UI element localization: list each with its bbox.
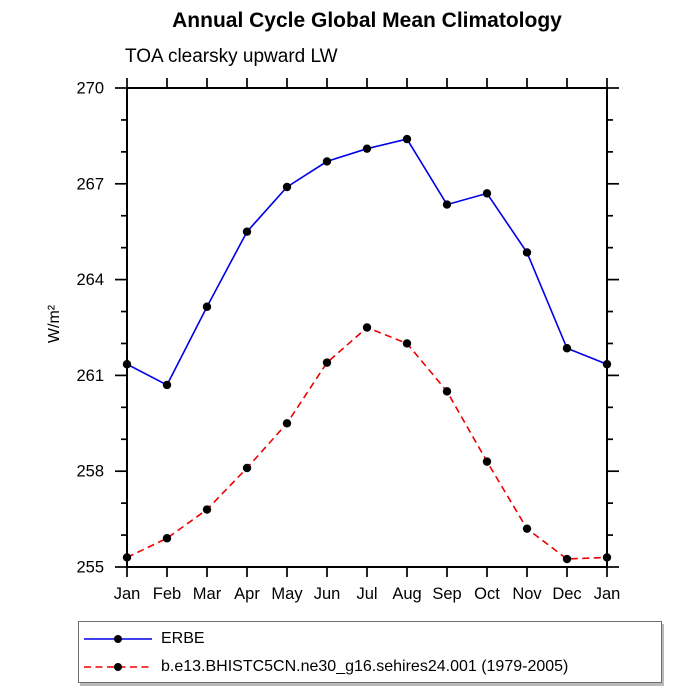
x-tick-label: Jul bbox=[356, 585, 377, 603]
legend-marker-sample bbox=[114, 635, 122, 643]
series-marker-model bbox=[562, 554, 572, 564]
x-tick-label: Jun bbox=[314, 585, 341, 603]
series-marker-erbe bbox=[522, 248, 532, 257]
series-marker-model bbox=[442, 387, 452, 396]
series-marker-model bbox=[162, 534, 172, 543]
series-marker-model bbox=[602, 553, 612, 562]
series-marker-model bbox=[482, 457, 492, 466]
y-tick-label: 264 bbox=[76, 271, 104, 289]
series-marker-erbe bbox=[362, 144, 372, 153]
legend-item-model: b.e13.BHISTC5CN.ne30_g16.sehires24.001 (… bbox=[82, 653, 661, 681]
x-tick-label: Feb bbox=[153, 585, 181, 603]
series-marker-erbe bbox=[602, 360, 612, 369]
legend-sample-erbe-line bbox=[84, 635, 152, 643]
x-tick-label: Dec bbox=[552, 585, 581, 603]
legend-item-erbe: ERBE bbox=[82, 625, 661, 653]
x-tick-label: Nov bbox=[512, 585, 542, 603]
series-marker-erbe bbox=[242, 227, 252, 236]
y-tick-label: 258 bbox=[76, 463, 104, 481]
plot-frame bbox=[126, 87, 608, 568]
series-marker-erbe bbox=[402, 134, 412, 144]
series-marker-model bbox=[122, 553, 132, 562]
series-marker-erbe bbox=[482, 189, 492, 198]
legend-label-model: b.e13.BHISTC5CN.ne30_g16.sehires24.001 (… bbox=[161, 658, 569, 675]
x-tick-label: Oct bbox=[474, 585, 500, 603]
series-marker-erbe bbox=[122, 360, 132, 369]
x-tick-label: Aug bbox=[392, 585, 421, 603]
series-line-erbe bbox=[126, 138, 608, 387]
y-tick-label: 270 bbox=[76, 80, 104, 98]
series-marker-erbe bbox=[442, 200, 452, 209]
legend-label-erbe: ERBE bbox=[161, 630, 205, 647]
series-marker-model bbox=[282, 419, 292, 428]
series-marker-model bbox=[402, 339, 412, 348]
x-tick-label: Apr bbox=[234, 585, 260, 603]
legend-box: ERBE b.e13.BHISTC5CN.ne30_g16.sehires24.… bbox=[78, 621, 662, 683]
series-marker-erbe bbox=[562, 344, 572, 353]
legend-marker-sample bbox=[114, 663, 122, 671]
series-line-model bbox=[126, 326, 608, 560]
series-marker-erbe bbox=[162, 380, 172, 390]
series-marker-model bbox=[202, 505, 212, 514]
series-marker-model bbox=[242, 463, 252, 473]
x-tick-label: Jan bbox=[594, 585, 621, 603]
series-marker-erbe bbox=[282, 182, 292, 192]
legend-sample-model-line bbox=[84, 663, 152, 671]
y-tick-label: 267 bbox=[76, 175, 104, 193]
x-tick-label: Sep bbox=[432, 585, 461, 603]
x-tick-label: Mar bbox=[193, 585, 222, 603]
y-tick-label: 261 bbox=[76, 367, 104, 385]
chart-title: Annual Cycle Global Mean Climatology bbox=[172, 9, 562, 32]
x-tick-label: Jan bbox=[114, 585, 141, 603]
x-tick-label: May bbox=[271, 585, 303, 603]
series-marker-model bbox=[362, 323, 372, 332]
series-marker-erbe bbox=[322, 157, 332, 166]
series-marker-model bbox=[522, 524, 532, 533]
chart-subtitle: TOA clearsky upward LW bbox=[125, 46, 338, 67]
series-marker-erbe bbox=[202, 302, 212, 311]
series-marker-model bbox=[322, 358, 332, 367]
y-tick-label: 255 bbox=[76, 559, 104, 577]
